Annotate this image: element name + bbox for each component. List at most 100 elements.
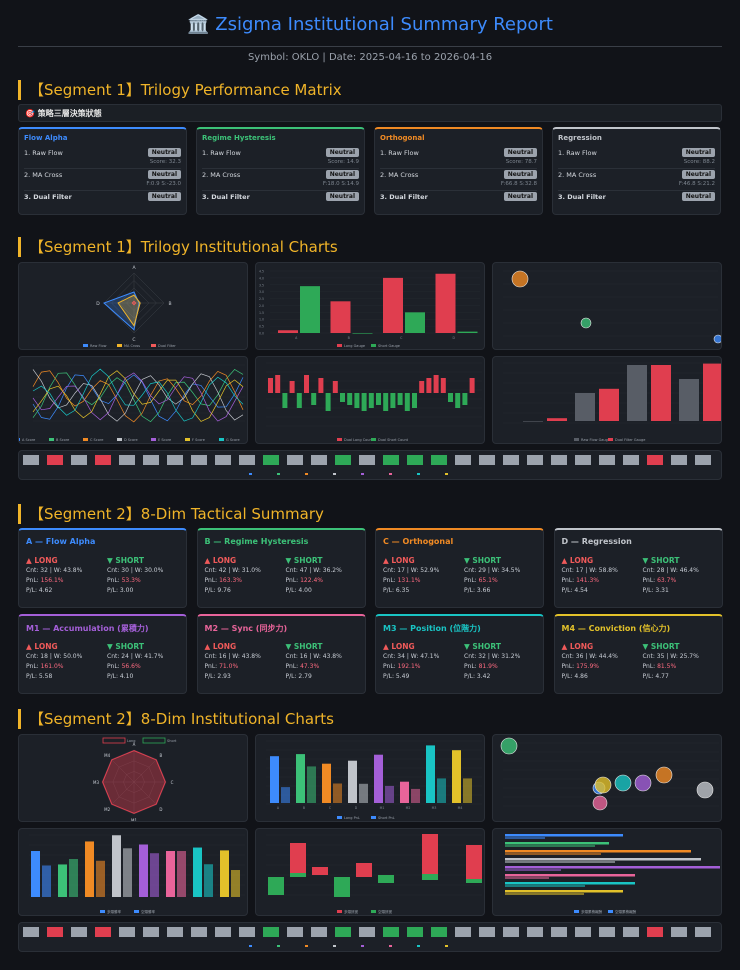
chart-s2-scatter (492, 734, 722, 822)
legend-swatch (83, 438, 88, 441)
short-count: Cnt: 32 | W: 31.2% (464, 653, 521, 660)
short-count: Cnt: 30 | W: 30.0% (107, 567, 164, 574)
legend-label: MA Cross (124, 344, 140, 348)
heat-cell (647, 927, 663, 937)
matrix-row-label: 1. Raw Flow (202, 149, 241, 157)
bar-signal (356, 863, 372, 877)
short-stats: ▼ SHORT Cnt: 35 | W: 25.7% PnL: 81.5% P/L: … (643, 642, 718, 682)
matrix-row-sub: F:66.8 S:32.8 (500, 181, 537, 187)
x-tick-label: A (295, 336, 298, 340)
y-tick-label: 3.0 (259, 290, 264, 294)
heat-cell (359, 927, 375, 937)
bar-signal (440, 378, 446, 393)
status-badge: Neutral (503, 170, 537, 179)
short-pnl: PnL: 56.6% (107, 663, 141, 670)
legend-swatch (83, 344, 88, 347)
radar-axis-label: C (132, 337, 135, 343)
legend-label: Short (167, 739, 177, 743)
bar-D-Short-Gauge (457, 331, 478, 333)
radar-spoke (111, 759, 135, 783)
long-pnl: PnL: 156.1% (26, 577, 64, 584)
bar-A-0 (31, 851, 40, 897)
bar-signal (412, 393, 417, 408)
score-line-5 (32, 370, 244, 422)
heat-cell (239, 455, 255, 465)
chart-s1-score-lines: A Score B Score C Score D Score E Score F Sco… (18, 356, 248, 444)
bar-signal (296, 393, 302, 408)
legend-swatch (117, 344, 122, 347)
matrix-row: 1. Raw Flow Neutral Score: 14.9 (202, 147, 359, 169)
tactical-card-0: A — Flow Alpha ▲ LONG Cnt: 32 | W: 43.8% Pn… (18, 528, 187, 608)
heat-cell (287, 927, 303, 937)
chart-s1-gauge-bars: 4.5 4.0 3.5 3.0 2.5 2.0 1.5 1.0 0.5 0.0 A B C D Long G… (255, 262, 485, 350)
section-s2-summary: 【Segment 2】8-Dim Tactical Summary (18, 504, 324, 524)
x-tick-label: B (303, 806, 305, 810)
legend-swatch (19, 438, 20, 441)
bar-signal (419, 381, 425, 393)
short-pf: P/L: 3.00 (107, 587, 134, 594)
matrix-row: 3. Dual Filter Neutral (380, 191, 537, 213)
long-count: Cnt: 16 | W: 43.8% (204, 653, 261, 660)
bar-D-Long-Gauge (435, 273, 456, 333)
heat-cell (287, 455, 303, 465)
status-badge: Neutral (325, 148, 359, 157)
short-pnl: PnL: 81.9% (464, 663, 498, 670)
strip-legend-swatch (445, 945, 448, 947)
status-badge: Neutral (325, 192, 359, 201)
heat-cell (191, 455, 207, 465)
bar-signal (268, 877, 284, 895)
long-stats: ▲ LONG Cnt: 16 | W: 43.8% PnL: 71.0% P/L: 2… (205, 642, 280, 682)
bar-C-0 (85, 841, 94, 897)
short-label: ▼ SHORT (285, 556, 323, 565)
matrix-row-sub: F:18.0 S:14.9 (322, 181, 359, 187)
x-tick-label: M3 (432, 806, 437, 810)
legend-swatch (371, 438, 376, 441)
bar-signal (426, 378, 432, 393)
strip-legend-swatch (389, 945, 392, 947)
bar-signal (466, 879, 482, 883)
long-label: ▲ LONG (561, 556, 594, 565)
heat-cell (623, 455, 639, 465)
heatmap-strip-s2 (18, 922, 722, 952)
matrix-row-sub: Score: 14.9 (327, 159, 359, 165)
long-pnl: PnL: 163.3% (204, 577, 242, 584)
legend-swatch (337, 816, 342, 819)
matrix-card-2: Orthogonal 1. Raw Flow Neutral Score: 78.7 2… (374, 127, 543, 215)
radar-series-Dual-Filter (131, 300, 137, 306)
hbar-short (505, 877, 549, 879)
radar-axis-label: B (159, 753, 162, 758)
long-stats: ▲ LONG Cnt: 17 | W: 58.8% PnL: 141.3% P/L: … (562, 556, 637, 596)
bar-A-Long-Gauge (278, 330, 298, 333)
bar-M1-1 (385, 785, 394, 803)
matrix-row-sub: F:0.9 S:-23.0 (146, 181, 181, 187)
matrix-row-sub: F:46.8 S:21.2 (678, 181, 715, 187)
scatter-point (580, 317, 592, 329)
hbar-long (505, 882, 635, 885)
hbar-long (505, 890, 623, 893)
bar-A-1 (42, 865, 51, 897)
long-count: Cnt: 34 | W: 47.1% (383, 653, 440, 660)
legend-label: 空頭訊號 (378, 909, 392, 914)
section-s2-charts: 【Segment 2】8-Dim Institutional Charts (18, 709, 334, 729)
bar-signal (397, 393, 403, 405)
y-tick-label: 0.0 (259, 332, 264, 336)
bar-C-1 (651, 365, 671, 421)
status-badge: Neutral (147, 192, 181, 201)
bar-M1-1 (150, 853, 159, 897)
heat-cell (143, 927, 159, 937)
short-pnl: PnL: 53.3% (107, 577, 141, 584)
legend-swatch (371, 816, 376, 819)
strip-legend-swatch (305, 473, 308, 475)
legend-swatch (102, 737, 126, 744)
radar-axis-label: D (96, 301, 100, 307)
heat-cell (311, 455, 327, 465)
long-label: ▲ LONG (26, 556, 58, 565)
matrix-card-name: Regime Hysteresis (202, 134, 276, 142)
heat-cell (383, 455, 399, 465)
long-pf: P/L: 4.86 (561, 673, 588, 680)
legend-label: E Score (158, 438, 171, 442)
chart-s2-winrate-bars: 多頭勝率 空頭勝率 (18, 828, 248, 916)
matrix-row-sub: Score: 32.3 (149, 159, 181, 165)
strip-legend-swatch (417, 945, 420, 947)
tactical-card-name: C — Orthogonal (383, 537, 454, 546)
